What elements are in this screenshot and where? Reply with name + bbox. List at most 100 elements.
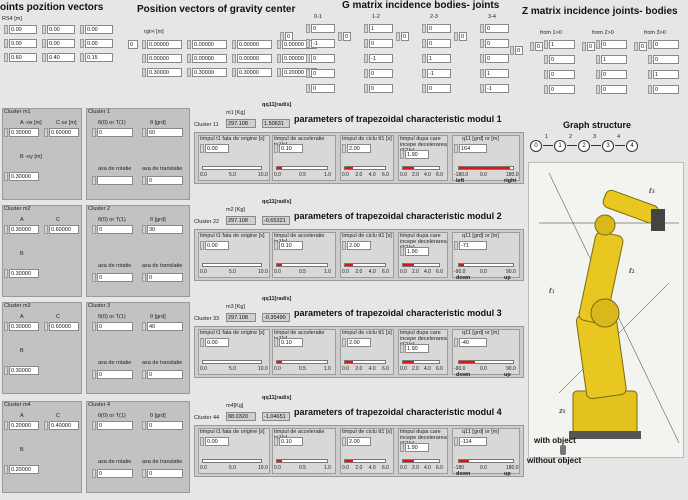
z-col-index[interactable]: 0 bbox=[587, 42, 595, 51]
translation-axis-input[interactable]: 0 bbox=[147, 273, 183, 282]
q-slider[interactable] bbox=[458, 459, 514, 463]
parameter-slider[interactable] bbox=[344, 263, 386, 267]
gravity-cell-spinner[interactable] bbox=[232, 40, 236, 49]
g-index-spinner[interactable] bbox=[280, 32, 284, 41]
g-cell-spinner[interactable] bbox=[306, 84, 310, 93]
gravity-cell[interactable]: 0.30000 bbox=[237, 68, 272, 77]
z-cell-spinner[interactable] bbox=[596, 85, 600, 94]
q-input[interactable]: -71 bbox=[459, 241, 487, 250]
z-cell[interactable]: 1 bbox=[653, 70, 679, 79]
g-cell-spinner[interactable] bbox=[422, 69, 426, 78]
a-input[interactable]: 0.20000 bbox=[9, 421, 39, 430]
q-input[interactable]: -114 bbox=[459, 437, 487, 446]
gravity-cell-spinner[interactable] bbox=[142, 68, 146, 77]
parameter-input[interactable]: 1.90 bbox=[405, 443, 429, 452]
parameter-input-spinner[interactable] bbox=[274, 241, 278, 250]
z-cell[interactable]: 0 bbox=[549, 70, 575, 79]
gravity-cell[interactable]: 0.00000 bbox=[147, 40, 182, 49]
gravity-cell-spinner[interactable] bbox=[277, 54, 281, 63]
rotation-axis-input[interactable] bbox=[97, 176, 133, 185]
gravity-cell[interactable]: 0.30000 bbox=[147, 68, 182, 77]
parameter-slider[interactable] bbox=[202, 459, 262, 463]
parameter-slider[interactable] bbox=[402, 263, 440, 267]
z-cell-spinner[interactable] bbox=[648, 70, 652, 79]
rotation-axis-input[interactable]: 0 bbox=[97, 370, 133, 379]
theta-input-spinner[interactable] bbox=[92, 128, 96, 137]
parameter-input-spinner[interactable] bbox=[342, 338, 346, 347]
parameter-input[interactable]: 0.00 bbox=[205, 241, 229, 250]
a-input-spinner[interactable] bbox=[4, 322, 8, 331]
g-cell-spinner[interactable] bbox=[364, 84, 368, 93]
gravity-cell-spinner[interactable] bbox=[187, 54, 191, 63]
parameter-input[interactable]: 0.00 bbox=[205, 437, 229, 446]
g-cell-spinner[interactable] bbox=[422, 54, 426, 63]
z-cell[interactable]: 0 bbox=[601, 40, 627, 49]
q-input-spinner[interactable] bbox=[454, 437, 458, 446]
c-input-spinner[interactable] bbox=[44, 421, 48, 430]
z-cell-spinner[interactable] bbox=[544, 70, 548, 79]
q-input[interactable]: -40 bbox=[459, 338, 487, 347]
joint-cell[interactable]: 0.60 bbox=[9, 53, 37, 62]
rotation-axis-input-spinner[interactable] bbox=[92, 370, 96, 379]
joint-cell-spinner[interactable] bbox=[80, 53, 84, 62]
joint-cell[interactable]: 0.00 bbox=[47, 25, 75, 34]
g-index[interactable]: 0 bbox=[285, 32, 293, 41]
c-input-spinner[interactable] bbox=[44, 225, 48, 234]
g-index[interactable]: 0 bbox=[401, 32, 409, 41]
theta-input[interactable]: 0 bbox=[97, 322, 133, 331]
b-input[interactable]: 0.30000 bbox=[9, 366, 39, 375]
parameter-input[interactable]: 0.10 bbox=[279, 338, 303, 347]
joint-cell[interactable]: 0.40 bbox=[47, 53, 75, 62]
b-input[interactable]: 0.20000 bbox=[9, 465, 39, 474]
g-cell-spinner[interactable] bbox=[480, 39, 484, 48]
g-cell-spinner[interactable] bbox=[480, 84, 484, 93]
z-cell[interactable]: 0 bbox=[653, 85, 679, 94]
b-input-spinner[interactable] bbox=[4, 172, 8, 181]
theta-input[interactable]: 0 bbox=[97, 225, 133, 234]
gravity-cell[interactable]: 0.30000 bbox=[192, 68, 227, 77]
parameter-slider[interactable] bbox=[344, 166, 386, 170]
deg-input-spinner[interactable] bbox=[142, 421, 146, 430]
a-input-spinner[interactable] bbox=[4, 128, 8, 137]
g-cell-spinner[interactable] bbox=[480, 54, 484, 63]
g-cell[interactable]: -1 bbox=[427, 69, 451, 78]
gravity-cell[interactable]: 0.00000 bbox=[237, 54, 272, 63]
parameter-input-spinner[interactable] bbox=[400, 150, 404, 159]
g-index-spinner[interactable] bbox=[338, 32, 342, 41]
translation-axis-input[interactable]: 0 bbox=[147, 176, 183, 185]
joint-cell[interactable]: 0.00 bbox=[85, 39, 113, 48]
g-cell-spinner[interactable] bbox=[364, 54, 368, 63]
g-cell-spinner[interactable] bbox=[364, 39, 368, 48]
g-index[interactable]: 0 bbox=[459, 32, 467, 41]
q-slider[interactable] bbox=[458, 360, 514, 364]
parameter-input-spinner[interactable] bbox=[274, 338, 278, 347]
q-slider[interactable] bbox=[458, 166, 514, 170]
parameter-input-spinner[interactable] bbox=[342, 144, 346, 153]
q-input[interactable]: 164 bbox=[459, 144, 487, 153]
gravity-cell[interactable]: 0.00000 bbox=[192, 54, 227, 63]
gravity-cell-spinner[interactable] bbox=[142, 40, 146, 49]
g-cell-spinner[interactable] bbox=[306, 39, 310, 48]
z-cell-spinner[interactable] bbox=[544, 85, 548, 94]
g-cell[interactable]: 1 bbox=[427, 54, 451, 63]
parameter-input[interactable]: 1.90 bbox=[405, 344, 429, 353]
g-cell[interactable]: -1 bbox=[311, 39, 335, 48]
a-input-spinner[interactable] bbox=[4, 225, 8, 234]
g-cell-spinner[interactable] bbox=[422, 24, 426, 33]
z-col-index-spinner[interactable] bbox=[634, 42, 638, 51]
g-cell-spinner[interactable] bbox=[306, 24, 310, 33]
b-input[interactable]: 0.30000 bbox=[9, 269, 39, 278]
z-cell-spinner[interactable] bbox=[648, 85, 652, 94]
gravity-cell-spinner[interactable] bbox=[277, 40, 281, 49]
q-input-spinner[interactable] bbox=[454, 241, 458, 250]
g-cell[interactable]: 0 bbox=[427, 39, 451, 48]
b-input[interactable]: 0.30000 bbox=[9, 172, 39, 181]
deg-input[interactable]: 30 bbox=[147, 225, 183, 234]
gravity-index[interactable]: 0 bbox=[128, 40, 138, 49]
gravity-cell-spinner[interactable] bbox=[277, 68, 281, 77]
g-cell-spinner[interactable] bbox=[422, 39, 426, 48]
theta-input-spinner[interactable] bbox=[92, 322, 96, 331]
z-cell[interactable]: 1 bbox=[549, 40, 575, 49]
parameter-input[interactable]: 0.10 bbox=[279, 144, 303, 153]
object-toggle[interactable] bbox=[560, 445, 566, 455]
